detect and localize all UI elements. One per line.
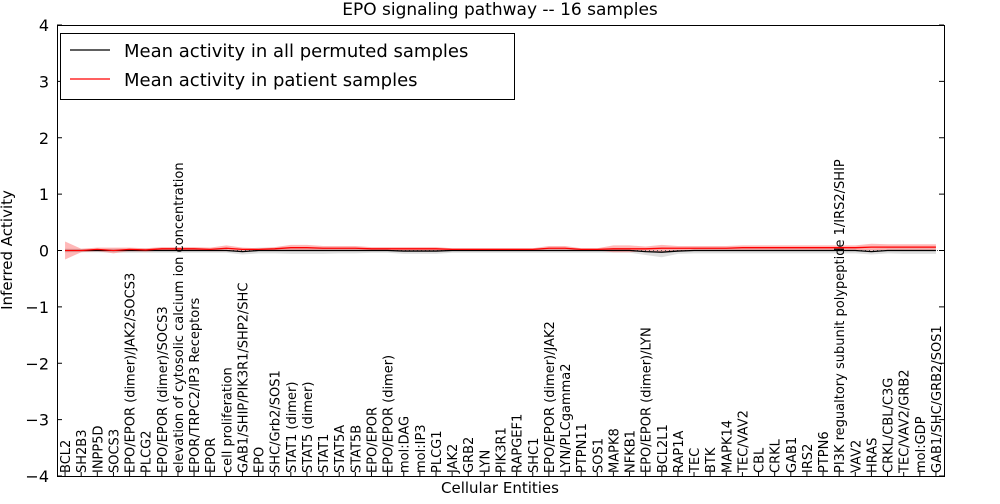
x-tick-label: EPO/EPOR (dimer)/LYN xyxy=(640,327,655,473)
y-tick-label: 1 xyxy=(39,185,49,204)
x-tick-label: EPO xyxy=(253,447,268,473)
x-tick-label: INPP5D xyxy=(91,425,106,473)
y-axis-label: Inferred Activity xyxy=(0,190,16,310)
x-tick-label: TEC xyxy=(688,448,703,474)
y-tick-label: −1 xyxy=(25,298,49,317)
x-tick-label: mol:DAG xyxy=(398,416,413,473)
x-tick-label: elevation of cytosolic calcium ion conce… xyxy=(172,162,187,473)
x-tick-label: PLCG2 xyxy=(140,430,155,473)
x-tick-label: CRKL/CBL/C3G xyxy=(882,378,897,473)
x-tick-label: BCL2L1 xyxy=(656,424,671,473)
x-tick-label: JAK2 xyxy=(446,444,461,474)
x-tick-label: EPO/EPOR (dimer)/SOCS3 xyxy=(156,306,171,473)
x-tick-label: BTK xyxy=(704,447,719,473)
x-tick-label: PIK3R1 xyxy=(495,427,510,473)
x-tick-label: MAPK14 xyxy=(720,420,735,473)
x-tick-label: BCL2 xyxy=(59,440,74,473)
x-tick-label: SH2B3 xyxy=(75,430,90,474)
x-tick-label: CBL xyxy=(753,447,768,473)
x-tick-label: SHC1 xyxy=(527,438,542,473)
x-tick-label: GAB1 xyxy=(785,437,800,473)
x-tick-label: EPO/EPOR (dimer)/JAK2/SOCS3 xyxy=(124,273,139,473)
x-tick-label: EPO/EPOR (dimer) xyxy=(382,355,397,473)
x-tick-label: PTPN6 xyxy=(817,431,832,473)
x-tick-label: GAB1/SHIP/PIK3R1/SHP2/SHC xyxy=(236,283,251,473)
x-tick-label: STAT5B xyxy=(349,425,364,473)
x-tick-label: PLCG1 xyxy=(430,430,445,473)
x-tick-label: CRKL xyxy=(769,438,784,473)
y-tick-label: 2 xyxy=(39,129,49,148)
legend-label-patient: Mean activity in patient samples xyxy=(124,70,418,91)
y-tick-label: −3 xyxy=(25,411,49,430)
x-tick-label: EPO/EPOR (dimer)/JAK2 xyxy=(543,321,558,473)
x-tick-label: MAPK8 xyxy=(607,428,622,473)
x-tick-label: cell proliferation xyxy=(220,367,235,473)
x-tick-label: mol:GDP xyxy=(914,416,929,473)
x-tick-label: mol:IP3 xyxy=(414,424,429,473)
x-tick-label: GRB2 xyxy=(462,437,477,473)
x-axis-label: Cellular Entities xyxy=(441,479,559,497)
y-tick-label: −4 xyxy=(25,467,49,486)
x-tick-label: SOS1 xyxy=(591,438,606,473)
x-tick-label: TEC/VAV2/GRB2 xyxy=(898,369,913,474)
x-tick-label: EPOR/TRPC2/IP3 Receptors xyxy=(188,297,203,473)
chart-title: EPO signaling pathway -- 16 samples xyxy=(342,0,658,20)
x-tick-label: SOCS3 xyxy=(107,429,122,473)
x-tick-label: STAT1 xyxy=(317,434,332,473)
x-tick-label: TEC/VAV2 xyxy=(736,410,751,474)
x-tick-label: STAT5 (dimer) xyxy=(301,382,316,473)
x-tick-label: STAT1 (dimer) xyxy=(285,382,300,473)
x-tick-label: IRS2 xyxy=(801,444,816,473)
legend-label-permuted: Mean activity in all permuted samples xyxy=(124,41,468,62)
x-tick-label: NFKB1 xyxy=(624,430,639,473)
x-tick-label: PI3K regualtory subunit polypeptide 1/IR… xyxy=(833,159,848,473)
y-tick-label: 4 xyxy=(39,16,49,35)
x-tick-label: PTPN11 xyxy=(575,423,590,473)
x-tick-label: EPOR xyxy=(204,438,219,473)
x-tick-label: VAV2 xyxy=(849,440,864,473)
x-tick-label: RAPGEF1 xyxy=(511,414,526,473)
legend: Mean activity in all permuted samples Me… xyxy=(61,34,515,100)
x-tick-label: LYN/PLCgamma2 xyxy=(559,363,574,473)
x-tick-label: EPO/EPOR xyxy=(365,407,380,473)
x-tick-label: HRAS xyxy=(865,438,880,473)
y-tick-label: 0 xyxy=(39,242,49,261)
x-tick-label: RAP1A xyxy=(672,430,687,473)
x-tick-label: LYN xyxy=(478,450,493,473)
x-tick-label: SHC/Grb2/SOS1 xyxy=(269,370,284,473)
x-tick-label: GAB1/SHC/GRB2/SOS1 xyxy=(930,325,945,473)
x-tick-label: STAT5A xyxy=(333,425,348,473)
y-tick-label: 3 xyxy=(39,72,49,91)
y-tick-label: −2 xyxy=(25,354,49,373)
